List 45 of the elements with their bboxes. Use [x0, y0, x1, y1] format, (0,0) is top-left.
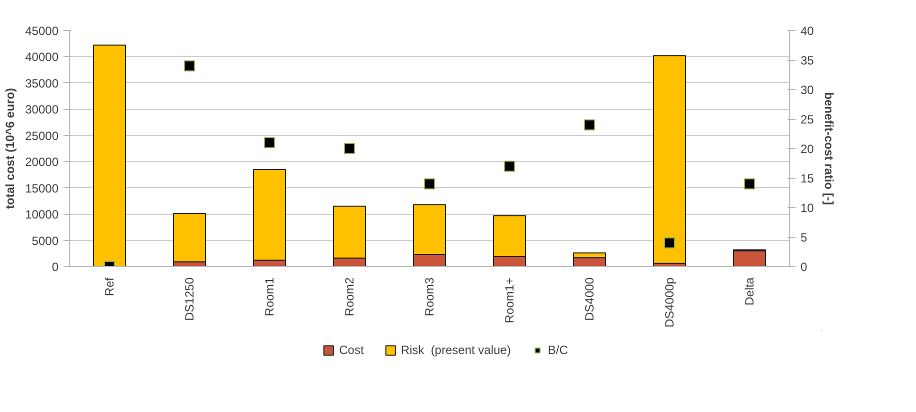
x-tick-label: DS4000	[582, 277, 596, 321]
x-tick-label: Room1+	[502, 277, 516, 324]
y2-tick-label: 35	[800, 54, 814, 68]
y-tick-label: 40000	[25, 50, 59, 64]
legend-label: B/C	[548, 343, 568, 357]
y-tick-label: 20000	[25, 155, 59, 170]
y-tick-label: 0	[52, 260, 59, 274]
y-tick-label: 10000	[25, 208, 59, 222]
y2-axis-title: benefit-cost ratio [-]	[822, 92, 836, 205]
legend-label: Risk (present value)	[400, 343, 511, 357]
bar	[93, 44, 126, 266]
x-tick-label: Delta	[742, 277, 756, 306]
point	[344, 143, 355, 154]
y2-tick-label: 30	[800, 83, 814, 97]
y-tick-label: 25000	[25, 128, 59, 143]
bar	[173, 213, 206, 262]
y-tick-label: 30000	[25, 102, 59, 117]
y-tick-label: 5000	[32, 234, 59, 248]
x-tick-label: DS1250	[182, 277, 196, 321]
point	[744, 178, 755, 190]
y2-tick-label: 20	[800, 142, 814, 156]
point	[584, 119, 595, 130]
bar	[653, 55, 686, 264]
y2-tick-label: 0	[800, 260, 808, 274]
y-tick-label: 45000	[25, 24, 59, 38]
x-tick-label: Room2	[342, 277, 356, 316]
y2-tick-label: 25	[800, 112, 814, 126]
point	[424, 178, 435, 190]
point	[504, 160, 515, 172]
point	[664, 237, 675, 248]
y2-tick-label: 10	[800, 201, 814, 215]
y2-tick-label: 15	[800, 172, 814, 186]
legend-label: Cost	[339, 343, 364, 357]
bar	[733, 250, 766, 266]
y2-tick-label: 40	[800, 24, 814, 38]
y-tick-label: 15000	[25, 181, 59, 196]
x-tick-label: Room3	[422, 277, 436, 316]
point	[264, 137, 275, 148]
x-tick-label: Room1	[262, 277, 276, 316]
point	[184, 60, 195, 72]
x-tick-label: DS4000p	[662, 277, 676, 328]
y-tick-label: 35000	[25, 76, 59, 90]
y2-tick-label: 5	[800, 230, 808, 244]
y-axis-title: total cost (10^6 euro)	[3, 88, 18, 210]
x-tick-label: Ref	[102, 276, 116, 296]
